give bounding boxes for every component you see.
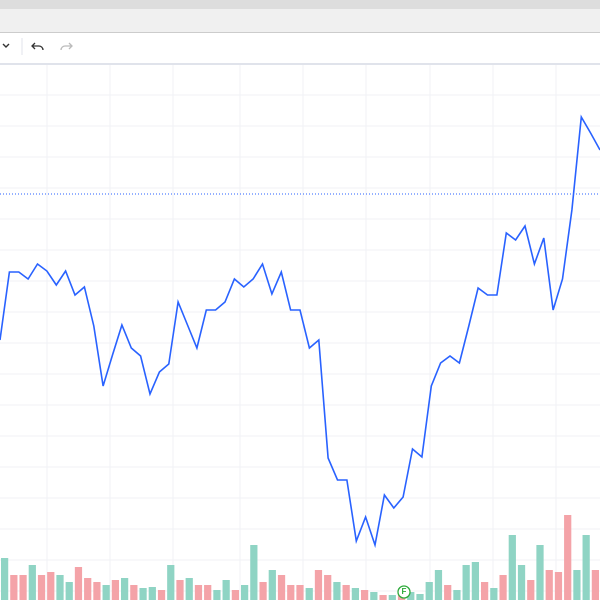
volume-bar xyxy=(490,588,498,600)
volume-bar xyxy=(591,570,599,600)
volume-bar xyxy=(1,558,9,600)
volume-bar xyxy=(342,585,350,600)
volume-bar xyxy=(314,570,323,600)
volume-bar xyxy=(471,562,479,600)
volume-bar xyxy=(259,582,267,600)
volume-bar xyxy=(250,545,258,600)
volume-bar xyxy=(545,570,553,600)
volume-bar xyxy=(287,585,295,600)
volume-bar xyxy=(582,535,590,600)
undo-button[interactable] xyxy=(31,42,44,51)
volume-bar xyxy=(268,570,276,600)
volume-bar xyxy=(19,575,27,600)
volume-bar xyxy=(65,582,73,600)
volume-bar xyxy=(10,575,18,600)
volume-bar xyxy=(157,590,166,600)
volume-bar xyxy=(231,590,239,600)
volume-bar xyxy=(277,575,286,600)
volume-bar xyxy=(176,580,184,600)
volume-bar xyxy=(536,545,544,600)
volume-bar xyxy=(111,580,119,600)
toolbar-icons xyxy=(2,38,73,55)
volume-bar xyxy=(194,585,203,600)
volume-bar xyxy=(204,585,212,600)
volume-bar xyxy=(554,572,563,600)
volume-bar xyxy=(573,570,581,600)
toolbar xyxy=(0,33,600,65)
volume-bar xyxy=(527,580,535,600)
volume-bar xyxy=(296,585,304,600)
volume-bar xyxy=(305,588,313,600)
volume-bar xyxy=(453,590,461,600)
volume-bar xyxy=(481,582,489,600)
event-marker xyxy=(397,585,411,599)
volume-bar xyxy=(93,582,101,600)
volume-bar xyxy=(222,580,230,600)
volume-bar xyxy=(56,575,64,600)
volume-bar xyxy=(333,582,341,600)
event-marker-label: F xyxy=(402,587,407,596)
volume-bar xyxy=(241,585,249,600)
volume-bar xyxy=(47,572,55,600)
volume-bar xyxy=(370,592,378,600)
volume-bar xyxy=(121,578,129,600)
top-bar xyxy=(0,0,600,33)
dropdown-chevron[interactable] xyxy=(2,43,10,48)
redo-button[interactable] xyxy=(60,42,73,51)
volume-bar xyxy=(434,570,443,600)
volume-bar xyxy=(388,595,396,600)
volume-bar xyxy=(324,575,332,600)
volume-bar xyxy=(148,587,156,600)
volume-bar xyxy=(564,515,572,600)
price-line-series xyxy=(0,114,600,549)
volume-bar xyxy=(130,585,138,600)
volume-bar xyxy=(37,575,46,600)
volume-bar xyxy=(416,594,424,600)
volume-bar xyxy=(425,582,433,600)
volume-bar xyxy=(185,578,193,600)
volume-bar xyxy=(407,592,415,600)
volume-bar xyxy=(462,565,470,600)
volume-bar xyxy=(351,588,359,600)
volume-bar xyxy=(102,585,110,600)
volume-bar xyxy=(139,588,147,600)
volume-bar xyxy=(499,575,507,600)
volume-bar xyxy=(517,565,526,600)
volume-bar xyxy=(379,595,387,600)
volume-bar xyxy=(213,590,221,600)
volume-bar xyxy=(508,535,516,600)
volume-bar xyxy=(28,565,36,600)
volume-bar xyxy=(361,590,369,600)
volume-bar xyxy=(444,585,452,600)
volume-bar xyxy=(74,567,83,600)
volume-bar xyxy=(84,578,92,600)
volume-bar xyxy=(167,565,175,600)
